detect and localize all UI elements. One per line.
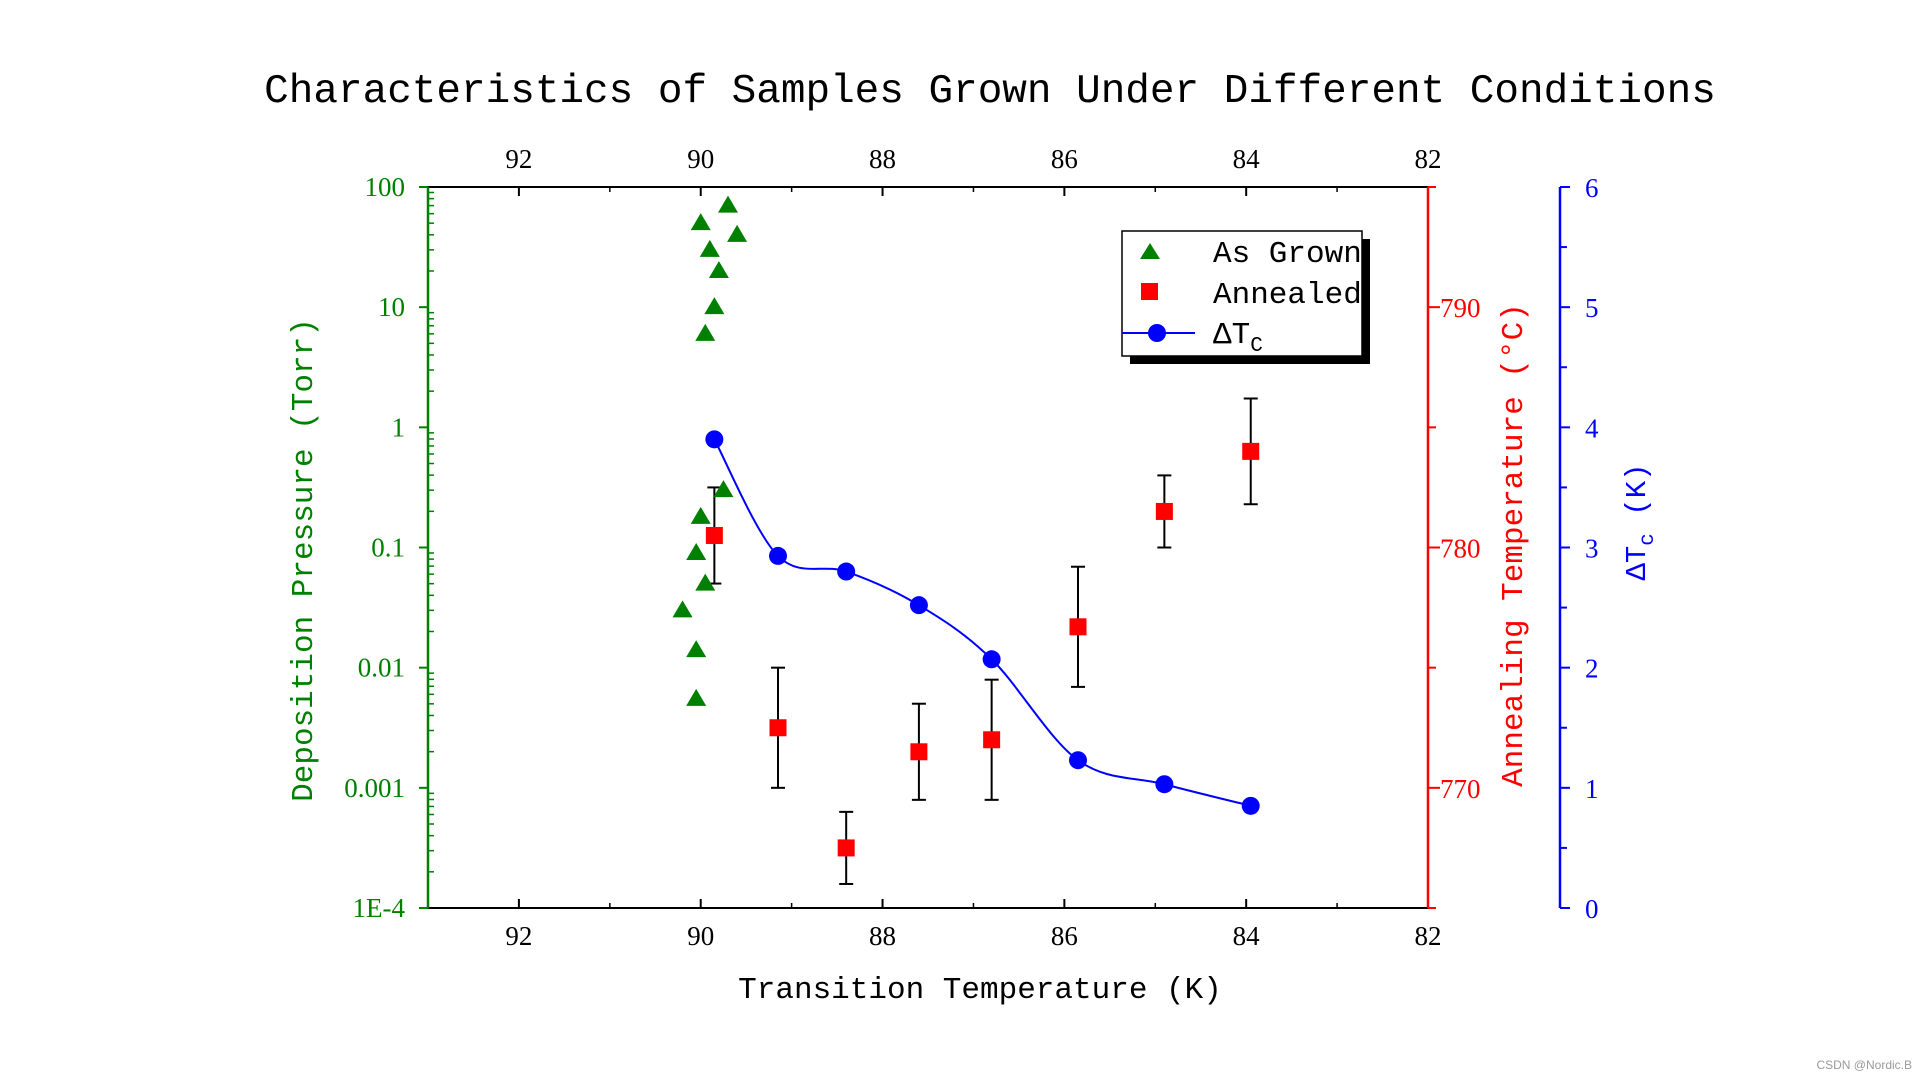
as-grown-point: [690, 506, 711, 524]
delta-tc-point: [769, 546, 787, 565]
delta-tc-point: [1241, 796, 1260, 815]
right1-tick-label: 780: [1440, 534, 1481, 564]
x-tick-label-top: 86: [1051, 144, 1078, 174]
legend-label-delta-tc: ΔTC: [1213, 318, 1263, 358]
as-grown-point: [695, 573, 716, 591]
left-tick-label: 0.1: [371, 533, 405, 563]
legend-delta-sub: C: [1250, 335, 1263, 358]
annealed-point: [769, 719, 787, 737]
x-axis-top: 92 90 88 86 84 82: [427, 144, 1442, 196]
right2-tick-label: 2: [1585, 654, 1599, 684]
as-grown-point: [686, 640, 707, 658]
as-grown-point: [704, 297, 725, 315]
x-tick-label-top: 82: [1415, 144, 1442, 174]
delta-tc-point: [909, 596, 928, 615]
legend-marker-as-grown: [1140, 243, 1160, 259]
delta-tc-point: [982, 650, 1001, 669]
chart-title: Characteristics of Samples Grown Under D…: [264, 69, 1716, 115]
as-grown-point: [713, 480, 734, 498]
plot-frame: [428, 186, 1428, 909]
annealed-point: [837, 839, 855, 857]
annealed-point: [1069, 618, 1087, 636]
right2-tick-label: 3: [1585, 534, 1599, 564]
left-tick-label: 1E-4: [353, 893, 406, 923]
x-axis-bottom: 92 90 88 86 84 82: [427, 899, 1442, 951]
annealed-point: [910, 743, 928, 761]
left-tick-label: 10: [378, 292, 405, 322]
right2-tick-label: 4: [1585, 413, 1599, 443]
annealed-point: [1155, 502, 1173, 520]
legend: As Grown Annealed ΔTC: [1121, 230, 1370, 364]
as-grown-point: [686, 688, 707, 706]
right1-tick-label: 770: [1440, 774, 1481, 804]
series-layer: [672, 195, 1260, 885]
annealed-point: [705, 526, 723, 544]
as-grown-point: [686, 542, 707, 560]
delta-tc-point: [705, 430, 724, 449]
x-tick-label-top: 84: [1233, 144, 1261, 174]
legend-label-annealed: Annealed: [1213, 278, 1362, 313]
as-grown-point: [708, 260, 729, 278]
delta-tc-label-sub: c: [1637, 533, 1660, 546]
delta-tc-label-unit: (K): [1621, 463, 1654, 515]
x-tick-label-top: 90: [687, 144, 714, 174]
y-axis-right2-label: ΔTc (K): [1621, 463, 1660, 580]
legend-delta-main: ΔT: [1213, 318, 1250, 353]
right2-tick-label: 1: [1585, 774, 1599, 804]
right2-tick-label: 0: [1585, 894, 1599, 924]
delta-tc-point: [1069, 751, 1087, 770]
left-tick-label: 0.01: [358, 653, 405, 683]
left-tick-label: 1: [392, 412, 406, 442]
as-grown-point: [672, 600, 693, 618]
x-tick-label-bottom: 88: [869, 921, 896, 951]
as-grown-point: [690, 213, 711, 231]
legend-marker-annealed: [1141, 283, 1158, 300]
delta-tc-line: [713, 438, 1251, 807]
delta-tc-label-main: ΔT: [1621, 546, 1654, 581]
x-tick-label-top: 88: [869, 144, 896, 174]
x-tick-label-bottom: 84: [1233, 921, 1261, 951]
right2-tick-label: 5: [1585, 293, 1599, 323]
x-axis-label: Transition Temperature (K): [738, 973, 1222, 1008]
y-axis-left-label: Deposition Pressure (Torr): [287, 318, 322, 802]
x-tick-label-bottom: 92: [505, 921, 532, 951]
as-grown-point: [699, 239, 720, 257]
x-tick-label-bottom: 90: [687, 921, 714, 951]
legend-label-as-grown: As Grown: [1213, 237, 1362, 272]
right1-tick-label: 790: [1440, 293, 1481, 323]
as-grown-point: [695, 323, 716, 341]
legend-marker-delta-tc: [1148, 324, 1166, 342]
x-tick-label-bottom: 86: [1051, 921, 1078, 951]
as-grown-point: [718, 195, 738, 213]
left-tick-label: 100: [365, 172, 406, 202]
watermark: CSDN @Nordic.B: [1816, 1058, 1912, 1072]
left-tick-label: 0.001: [344, 773, 405, 803]
y-axis-left: 1E-4 0.001 0.01 0.1 1 10 100: [344, 172, 434, 923]
delta-tc-point: [837, 562, 856, 581]
y-axis-right-delta-tc: 0 1 2 3 4 5 6: [1558, 173, 1599, 924]
annealed-point: [1242, 442, 1260, 460]
y-axis-right1-label: Annealing Temperature (°C): [1497, 303, 1532, 787]
delta-tc-point: [1155, 775, 1174, 794]
as-grown-point: [727, 224, 748, 242]
x-tick-label-bottom: 82: [1415, 921, 1442, 951]
right2-tick-label: 6: [1585, 173, 1599, 203]
y-axis-right-annealing: 770 780 790: [1426, 186, 1481, 909]
x-tick-label-top: 92: [505, 144, 532, 174]
annealed-point: [983, 731, 1001, 749]
